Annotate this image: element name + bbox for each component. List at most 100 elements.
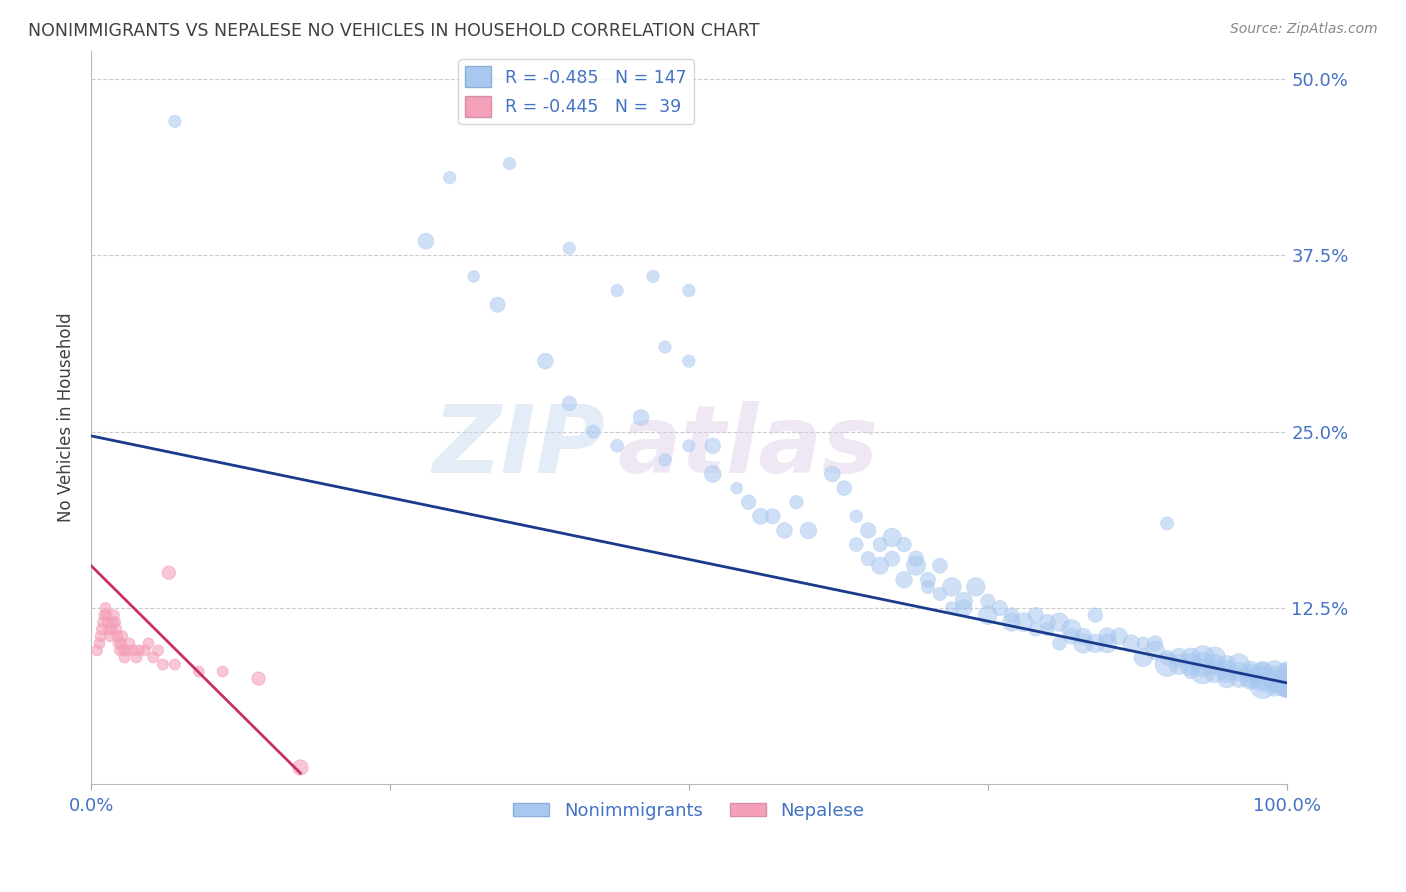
Point: [1073, 636, 1095, 650]
Point: [1001, 608, 1024, 623]
Point: [1264, 672, 1286, 686]
Point: [1192, 657, 1215, 672]
Point: [1036, 615, 1059, 629]
Point: [845, 537, 868, 551]
Point: [1216, 665, 1239, 679]
Point: [1036, 622, 1059, 636]
Point: [1060, 629, 1083, 643]
Point: [917, 573, 939, 587]
Point: [1132, 636, 1154, 650]
Point: [1180, 650, 1202, 665]
Point: [1168, 657, 1191, 672]
Point: [988, 601, 1011, 615]
Point: [1240, 672, 1263, 686]
Point: [1275, 679, 1298, 693]
Point: [1108, 629, 1130, 643]
Point: [1132, 650, 1154, 665]
Point: [115, 643, 138, 657]
Point: [761, 509, 783, 524]
Point: [163, 114, 186, 128]
Point: [1275, 679, 1298, 693]
Point: [1168, 650, 1191, 665]
Point: [1204, 657, 1226, 672]
Point: [558, 241, 581, 255]
Point: [904, 551, 927, 566]
Point: [941, 601, 963, 615]
Point: [1025, 608, 1047, 623]
Point: [122, 643, 145, 657]
Point: [118, 636, 141, 650]
Point: [187, 665, 209, 679]
Point: [534, 354, 557, 368]
Point: [1144, 643, 1167, 657]
Point: [977, 608, 1000, 623]
Point: [211, 665, 233, 679]
Point: [94, 601, 117, 615]
Point: [1251, 665, 1274, 679]
Point: [678, 354, 700, 368]
Point: [1275, 665, 1298, 679]
Point: [1180, 657, 1202, 672]
Point: [1275, 679, 1298, 693]
Point: [1001, 615, 1024, 629]
Point: [832, 481, 855, 495]
Point: [1216, 665, 1239, 679]
Point: [439, 170, 461, 185]
Point: [1275, 665, 1298, 679]
Point: [105, 622, 128, 636]
Point: [965, 580, 987, 594]
Point: [100, 622, 122, 636]
Point: [977, 594, 1000, 608]
Point: [108, 643, 131, 657]
Point: [104, 615, 127, 629]
Point: [678, 439, 700, 453]
Point: [1264, 665, 1286, 679]
Text: atlas: atlas: [617, 401, 879, 493]
Point: [1097, 636, 1119, 650]
Point: [1049, 636, 1071, 650]
Point: [107, 629, 129, 643]
Point: [630, 410, 652, 425]
Point: [114, 650, 136, 665]
Point: [1204, 665, 1226, 679]
Point: [869, 537, 891, 551]
Point: [152, 657, 174, 672]
Point: [1192, 665, 1215, 679]
Point: [142, 650, 165, 665]
Point: [1180, 665, 1202, 679]
Point: [103, 608, 125, 623]
Point: [773, 524, 796, 538]
Point: [1240, 665, 1263, 679]
Point: [904, 558, 927, 573]
Point: [86, 643, 108, 657]
Point: [157, 566, 180, 580]
Point: [1156, 657, 1178, 672]
Point: [247, 672, 270, 686]
Point: [90, 622, 112, 636]
Point: [96, 608, 118, 623]
Point: [98, 622, 121, 636]
Point: [486, 298, 509, 312]
Point: [1251, 679, 1274, 693]
Point: [1144, 636, 1167, 650]
Point: [1251, 672, 1274, 686]
Point: [290, 760, 312, 774]
Point: [737, 495, 759, 509]
Point: [1060, 622, 1083, 636]
Point: [1121, 636, 1143, 650]
Point: [1251, 672, 1274, 686]
Point: [821, 467, 844, 481]
Point: [101, 615, 124, 629]
Point: [1275, 672, 1298, 686]
Point: [785, 495, 807, 509]
Point: [1216, 672, 1239, 686]
Point: [1204, 650, 1226, 665]
Point: [880, 551, 903, 566]
Point: [415, 234, 437, 248]
Point: [606, 284, 628, 298]
Point: [869, 558, 891, 573]
Point: [893, 573, 915, 587]
Point: [941, 580, 963, 594]
Point: [1216, 657, 1239, 672]
Point: [1240, 665, 1263, 679]
